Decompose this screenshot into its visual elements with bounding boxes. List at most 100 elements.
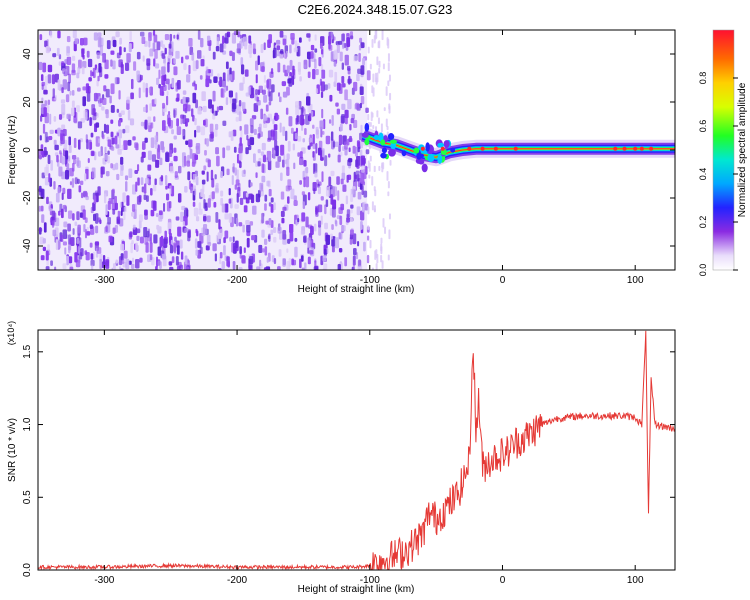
noise-speckle [60, 234, 64, 243]
noise-speckle [205, 78, 210, 88]
noise-speckle [270, 229, 274, 236]
noise-speckle [107, 150, 110, 155]
noise-speckle [353, 248, 357, 256]
noise-speckle [295, 105, 300, 116]
noise-speckle [146, 230, 150, 238]
noise-speckle [96, 247, 102, 254]
x-tick-label: 100 [627, 575, 644, 586]
noise-speckle [55, 239, 59, 251]
noise-speckle [342, 184, 347, 192]
noise-speckle [76, 178, 80, 184]
noise-speckle [119, 218, 124, 227]
noise-speckle [182, 221, 186, 227]
noise-speckle [71, 90, 75, 96]
noise-speckle [305, 96, 311, 106]
y-tick-label: 40 [22, 48, 33, 60]
noise-speckle [221, 79, 226, 88]
noise-speckle [83, 37, 88, 46]
noise-speckle [198, 208, 203, 215]
noise-speckle [308, 113, 312, 122]
noise-speckle [110, 83, 115, 95]
noise-speckle [245, 192, 249, 198]
noise-speckle [252, 43, 256, 54]
noise-speckle [175, 97, 180, 102]
noise-speckle [267, 130, 273, 141]
noise-speckle [207, 242, 212, 247]
noise-speckle [130, 78, 134, 90]
noise-speckle [286, 248, 289, 253]
noise-speckle [215, 147, 219, 155]
noise-speckle [315, 129, 320, 139]
noise-speckle [147, 254, 151, 263]
noise-speckle [312, 68, 316, 80]
noise-speckle [304, 128, 307, 136]
noise-speckle [90, 259, 95, 267]
noise-speckle [105, 153, 109, 161]
noise-speckle [314, 260, 317, 269]
noise-speckle [286, 153, 290, 160]
noise-speckle [52, 229, 57, 237]
noise-speckle [315, 69, 319, 76]
noise-speckle [170, 239, 174, 245]
noise-speckle [322, 130, 325, 135]
noise-speckle [312, 124, 315, 129]
noise-speckle [341, 33, 345, 42]
noise-streak [374, 72, 377, 83]
noise-speckle [204, 138, 207, 145]
noise-streak [369, 63, 372, 70]
noise-speckle [356, 140, 361, 148]
noise-speckle [95, 112, 99, 118]
noise-speckle [109, 95, 112, 104]
noise-speckle [102, 255, 106, 265]
noise-speckle [195, 228, 198, 234]
noise-speckle [196, 125, 201, 133]
noise-speckle [352, 262, 356, 270]
noise-speckle [115, 31, 120, 38]
noise-speckle [263, 75, 266, 83]
signal-peak-dot [440, 146, 445, 151]
noise-speckle [131, 212, 135, 217]
noise-speckle [188, 64, 191, 75]
noise-speckle [307, 71, 311, 79]
noise-speckle [132, 136, 136, 141]
noise-speckle [123, 250, 128, 259]
noise-speckle [323, 248, 327, 257]
noise-speckle [206, 171, 209, 182]
noise-speckle [149, 233, 152, 244]
spectrogram-y-label: Frequency (Hz) [7, 116, 18, 185]
noise-speckle [200, 188, 204, 197]
colorbar-tick-label: 0.2 [698, 216, 708, 229]
noise-speckle [166, 95, 169, 106]
noise-speckle [219, 228, 224, 237]
noise-speckle [347, 78, 352, 84]
noise-speckle [175, 255, 179, 266]
noise-speckle [117, 210, 121, 220]
noise-speckle [362, 57, 366, 66]
noise-speckle [195, 216, 200, 222]
noise-speckle [305, 216, 309, 228]
noise-speckle [247, 138, 251, 147]
noise-speckle [350, 204, 354, 209]
noise-speckle [228, 198, 232, 204]
snr-line [38, 330, 675, 570]
noise-speckle [267, 39, 271, 48]
noise-speckle [215, 211, 219, 223]
noise-speckle [308, 36, 311, 42]
noise-speckle [209, 79, 212, 84]
noise-speckle [66, 35, 71, 43]
noise-speckle [216, 106, 219, 113]
noise-speckle [338, 40, 343, 45]
noise-speckle [93, 195, 97, 205]
noise-speckle [69, 181, 73, 186]
noise-speckle [233, 31, 238, 36]
y-tick-label: 20 [22, 96, 33, 108]
noise-speckle [90, 253, 94, 260]
noise-speckle [52, 88, 55, 99]
noise-speckle [123, 206, 127, 213]
noise-speckle [291, 258, 294, 266]
noise-streak [381, 30, 384, 41]
noise-speckle [45, 266, 50, 270]
noise-speckle [164, 47, 167, 55]
noise-speckle [236, 169, 239, 180]
noise-speckle [221, 261, 225, 270]
